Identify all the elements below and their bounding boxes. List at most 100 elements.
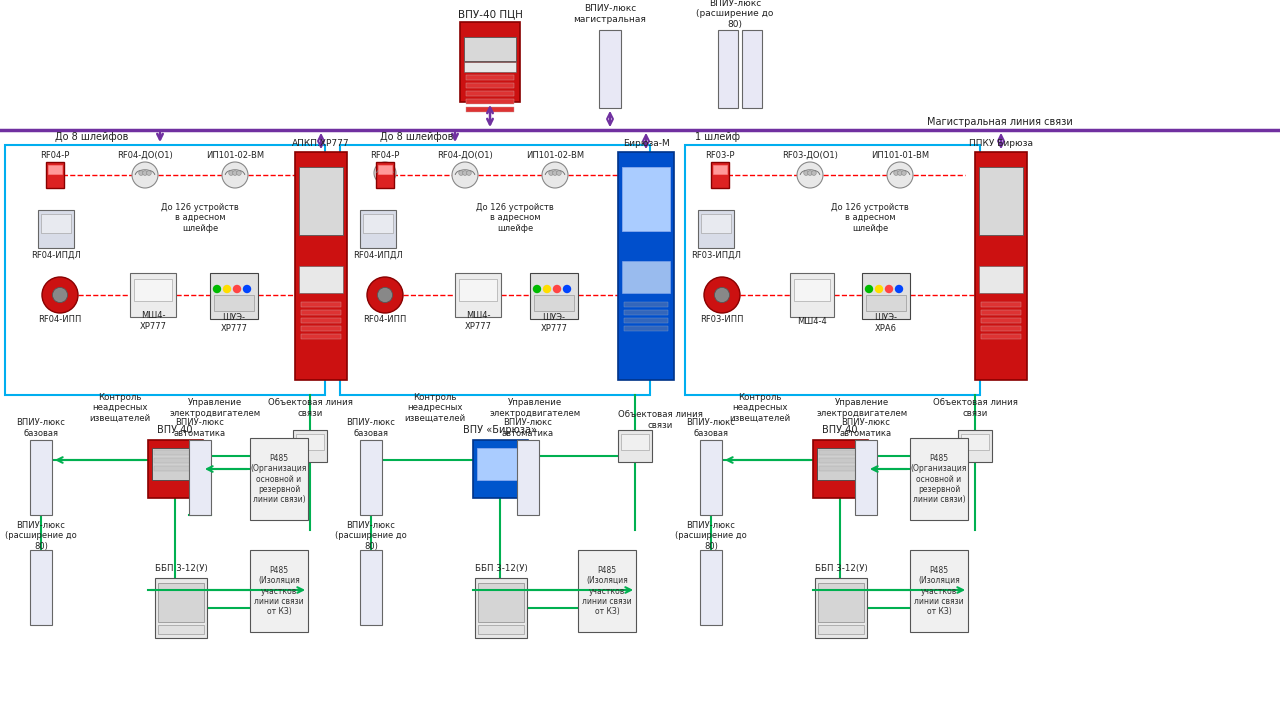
Bar — [300, 167, 343, 235]
Bar — [622, 167, 669, 231]
Circle shape — [721, 281, 723, 284]
Text: RF04-P: RF04-P — [40, 150, 69, 160]
Circle shape — [59, 281, 61, 284]
Text: ВПИУ-люкс
магистральная: ВПИУ-люкс магистральная — [573, 4, 646, 24]
Circle shape — [893, 171, 899, 176]
Bar — [154, 458, 197, 463]
Bar — [701, 214, 731, 233]
Bar — [534, 295, 573, 311]
Circle shape — [50, 284, 52, 287]
Bar — [790, 273, 835, 317]
Text: ВПИУ-люкс
автоматика: ВПИУ-люкс автоматика — [502, 418, 554, 438]
Text: До 8 шлейфов: До 8 шлейфов — [380, 132, 453, 142]
Text: ВПИУ-люкс
(расширение до
80): ВПИУ-люкс (расширение до 80) — [335, 521, 407, 551]
Circle shape — [59, 306, 61, 309]
Circle shape — [797, 162, 823, 188]
Bar — [979, 167, 1023, 235]
Text: Управление
электродвигателем: Управление электродвигателем — [817, 398, 908, 418]
Text: Объектовая линия
связи: Объектовая линия связи — [933, 398, 1018, 418]
Bar — [157, 583, 204, 622]
Bar — [855, 440, 877, 515]
Bar — [621, 434, 649, 450]
Bar — [980, 302, 1021, 307]
Circle shape — [393, 302, 396, 305]
Circle shape — [901, 171, 906, 176]
Circle shape — [721, 306, 723, 309]
Text: Контроль
неадресных
извещателей: Контроль неадресных извещателей — [404, 393, 466, 423]
Text: Р485
(Изоляция
участков
линии связи
от КЗ): Р485 (Изоляция участков линии связи от К… — [914, 566, 964, 616]
Bar — [980, 310, 1021, 315]
Circle shape — [876, 286, 882, 292]
Bar — [818, 625, 864, 634]
Text: МШ4-4: МШ4-4 — [797, 317, 827, 325]
Bar — [465, 37, 516, 61]
Bar — [364, 214, 393, 233]
Bar — [301, 302, 340, 307]
Text: RF04-P: RF04-P — [370, 150, 399, 160]
Bar — [376, 162, 394, 188]
Bar — [625, 326, 668, 331]
Text: Р485
(Изоляция
участков
линии связи
от КЗ): Р485 (Изоляция участков линии связи от К… — [582, 566, 632, 616]
Bar — [300, 266, 343, 293]
Text: RF03-ИПП: RF03-ИПП — [700, 315, 744, 323]
Text: ИП101-02-ВМ: ИП101-02-ВМ — [206, 150, 264, 160]
Circle shape — [896, 286, 902, 292]
Text: ББП 3-12(У): ББП 3-12(У) — [155, 564, 207, 572]
Bar — [698, 210, 733, 248]
Text: ББП 3-12(У): ББП 3-12(У) — [814, 564, 868, 572]
Bar — [477, 448, 524, 480]
Circle shape — [371, 294, 374, 297]
Circle shape — [132, 162, 157, 188]
Circle shape — [704, 277, 740, 313]
Circle shape — [553, 171, 557, 176]
Circle shape — [233, 286, 241, 292]
Circle shape — [563, 286, 571, 292]
Bar — [296, 434, 324, 450]
Circle shape — [378, 287, 393, 302]
Circle shape — [367, 277, 403, 313]
Text: 1 шлейф: 1 шлейф — [695, 132, 740, 142]
Bar — [250, 550, 308, 632]
Text: Магистральная линия связи: Магистральная линия связи — [927, 117, 1073, 127]
Bar — [465, 62, 516, 71]
Bar — [154, 466, 197, 471]
Bar — [818, 583, 864, 622]
Circle shape — [812, 171, 817, 176]
Text: Объектовая линия
связи: Объектовая линия связи — [268, 398, 352, 418]
Circle shape — [549, 171, 553, 176]
Text: ВПУ 40: ВПУ 40 — [822, 425, 858, 435]
Circle shape — [142, 171, 147, 176]
Text: ВПИУ-люкс
базовая: ВПИУ-люкс базовая — [686, 418, 736, 438]
Bar — [214, 295, 253, 311]
Bar — [618, 430, 652, 462]
Text: Р485
(Организация
основной и
резервной
линии связи): Р485 (Организация основной и резервной л… — [911, 454, 968, 504]
Bar — [622, 261, 669, 293]
Circle shape — [374, 162, 396, 184]
Circle shape — [224, 286, 230, 292]
Circle shape — [733, 294, 736, 297]
Bar — [154, 450, 197, 455]
Circle shape — [467, 171, 471, 176]
Bar — [980, 335, 1021, 340]
Circle shape — [886, 286, 892, 292]
Bar — [625, 302, 668, 307]
Text: До 126 устройств
в адресном
шлейфе: До 126 устройств в адресном шлейфе — [476, 203, 554, 233]
Circle shape — [730, 302, 732, 305]
Bar — [700, 440, 722, 515]
Circle shape — [865, 286, 873, 292]
Circle shape — [233, 171, 237, 176]
Bar — [340, 145, 650, 395]
Bar — [466, 91, 515, 96]
Bar — [466, 75, 515, 80]
Circle shape — [557, 171, 561, 176]
Text: ББП 3-12(У): ББП 3-12(У) — [475, 564, 527, 572]
Circle shape — [375, 302, 378, 305]
Bar — [710, 162, 730, 188]
Circle shape — [138, 171, 143, 176]
Text: RF03-P: RF03-P — [705, 150, 735, 160]
Circle shape — [229, 171, 233, 176]
Bar — [794, 279, 829, 301]
Bar — [454, 273, 500, 317]
Bar — [742, 30, 762, 108]
Bar — [867, 295, 906, 311]
